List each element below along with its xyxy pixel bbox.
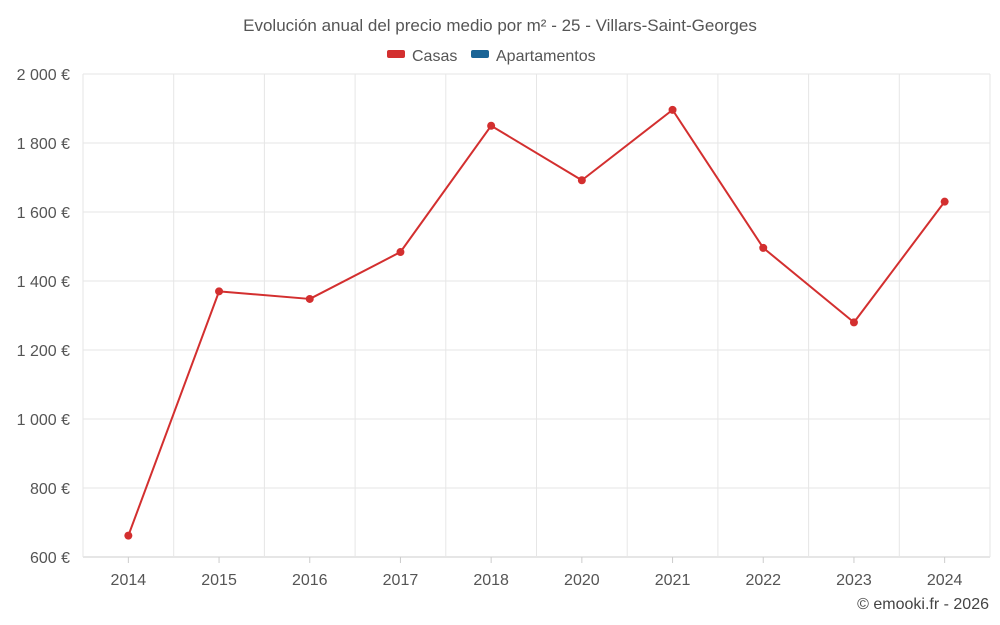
data-point-casas[interactable] bbox=[215, 287, 224, 296]
data-point-casas[interactable] bbox=[305, 294, 314, 303]
legend-label-casas[interactable]: Casas bbox=[412, 48, 457, 65]
data-point-casas[interactable] bbox=[940, 197, 949, 206]
legend-label-apartamentos[interactable]: Apartamentos bbox=[496, 48, 596, 65]
x-tick-label: 2020 bbox=[564, 572, 600, 589]
x-tick-label: 2018 bbox=[473, 572, 509, 589]
data-point-casas[interactable] bbox=[124, 531, 133, 540]
y-tick-label: 600 € bbox=[30, 550, 70, 567]
y-tick-label: 1 600 € bbox=[17, 205, 70, 222]
data-point-casas[interactable] bbox=[487, 121, 496, 130]
data-point-casas[interactable] bbox=[577, 176, 586, 185]
data-point-casas[interactable] bbox=[396, 248, 405, 257]
y-axis: 600 € 800 € 1 000 € 1 200 € 1 400 € 1 600 € 1 … bbox=[17, 67, 70, 567]
credit-text: © emooki.fr - 2026 bbox=[857, 596, 989, 613]
x-tick-label: 2021 bbox=[655, 572, 691, 589]
data-point-casas[interactable] bbox=[759, 243, 768, 252]
legend-swatch-casas bbox=[387, 50, 405, 58]
x-tick-label: 2023 bbox=[836, 572, 872, 589]
x-tick-label: 2024 bbox=[927, 572, 963, 589]
y-tick-label: 1 800 € bbox=[17, 136, 70, 153]
y-tick-label: 1 000 € bbox=[17, 412, 70, 429]
gridlines bbox=[82, 73, 991, 558]
data-point-casas[interactable] bbox=[849, 318, 858, 327]
chart-title: Evolución anual del precio medio por m² … bbox=[243, 16, 757, 35]
x-tick-label: 2014 bbox=[111, 572, 147, 589]
y-tick-label: 1 200 € bbox=[17, 343, 70, 360]
x-tick-label: 2022 bbox=[745, 572, 781, 589]
data-point-casas[interactable] bbox=[668, 105, 677, 114]
y-tick-label: 2 000 € bbox=[17, 67, 70, 84]
y-tick-label: 1 400 € bbox=[17, 274, 70, 291]
x-tick-label: 2016 bbox=[292, 572, 328, 589]
x-tick-label: 2015 bbox=[201, 572, 237, 589]
legend-swatch-apartamentos bbox=[471, 50, 489, 58]
legend: Casas Apartamentos bbox=[387, 48, 596, 65]
x-axis: 2014 2015 2016 2017 2018 2020 2021 2022 2023 2024 bbox=[111, 557, 963, 589]
series-line-casas bbox=[127, 108, 946, 536]
y-tick-label: 800 € bbox=[30, 481, 70, 498]
series-casas bbox=[124, 105, 949, 540]
x-tick-label: 2017 bbox=[383, 572, 419, 589]
